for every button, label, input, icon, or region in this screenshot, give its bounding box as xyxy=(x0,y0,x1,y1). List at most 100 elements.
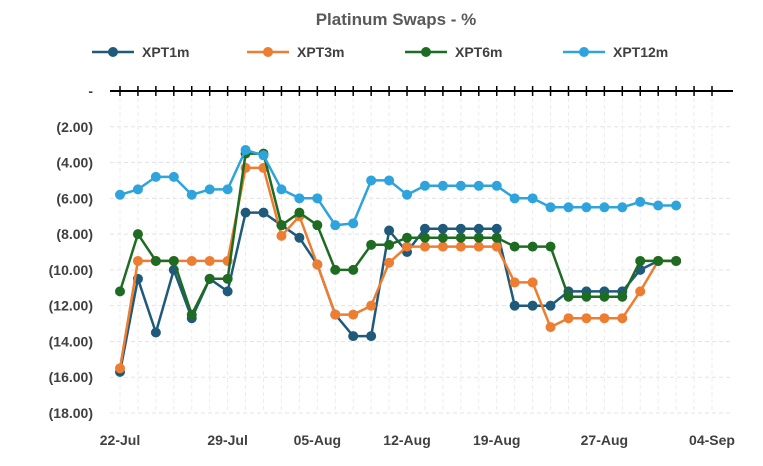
data-point xyxy=(186,255,197,266)
data-point xyxy=(330,220,341,231)
data-point xyxy=(204,255,215,266)
data-point xyxy=(384,257,395,268)
data-point xyxy=(635,196,646,207)
data-point xyxy=(366,175,377,186)
data-point xyxy=(132,255,143,266)
x-tick-label: 19-Aug xyxy=(473,432,520,448)
data-point xyxy=(276,230,287,241)
x-tick-label: 27-Aug xyxy=(581,432,628,448)
data-point xyxy=(455,241,466,252)
data-point xyxy=(455,232,466,243)
data-point xyxy=(240,207,251,218)
data-point xyxy=(527,193,538,204)
data-point xyxy=(437,223,448,234)
data-point xyxy=(437,180,448,191)
series-line xyxy=(119,148,677,227)
y-tick-label: (10.00) xyxy=(49,262,93,278)
data-point xyxy=(348,309,359,320)
legend-marker xyxy=(108,47,118,57)
data-point xyxy=(635,255,646,266)
data-point xyxy=(312,259,323,270)
data-point xyxy=(509,300,520,311)
data-point xyxy=(635,286,646,297)
data-point xyxy=(312,193,323,204)
y-tick-label: (8.00) xyxy=(56,226,93,242)
data-point xyxy=(563,291,574,302)
data-point xyxy=(419,241,430,252)
data-point xyxy=(384,239,395,250)
data-point xyxy=(473,232,484,243)
y-tick-label: (12.00) xyxy=(49,298,93,314)
legend-label: XPT3m xyxy=(297,44,344,60)
data-point xyxy=(222,286,233,297)
data-point xyxy=(581,291,592,302)
data-point xyxy=(366,300,377,311)
data-point xyxy=(348,218,359,229)
axes: - (2.00) (4.00) (6.00) (8.00) (10.00) (12.00) (… xyxy=(49,83,735,448)
data-point xyxy=(258,207,269,218)
legend-item-xpt12m: XPT12m xyxy=(563,44,668,60)
legend-marker xyxy=(579,47,589,57)
data-point xyxy=(150,255,161,266)
data-point xyxy=(186,309,197,320)
data-point xyxy=(312,220,323,231)
data-point xyxy=(150,327,161,338)
legend-item-xpt1m: XPT1m xyxy=(92,44,189,60)
y-tick-label: (6.00) xyxy=(56,190,93,206)
data-point xyxy=(581,202,592,213)
chart-title: Platinum Swaps - % xyxy=(316,10,477,29)
data-point xyxy=(545,202,556,213)
data-point xyxy=(671,200,682,211)
data-point xyxy=(384,225,395,236)
series-xpt1m xyxy=(115,207,682,377)
data-point xyxy=(168,255,179,266)
data-point xyxy=(115,286,125,297)
legend-item-xpt6m: XPT6m xyxy=(405,44,502,60)
data-point xyxy=(419,180,430,191)
series-xpt12m xyxy=(115,145,682,231)
data-point xyxy=(491,180,502,191)
legend-item-xpt3m: XPT3m xyxy=(247,44,344,60)
x-tick-label: 04-Sep xyxy=(689,432,735,448)
legend-marker xyxy=(263,47,273,57)
data-point xyxy=(455,180,466,191)
legend-label: XPT1m xyxy=(142,44,189,60)
x-tick-label: 29-Jul xyxy=(207,432,247,448)
data-point xyxy=(276,220,287,231)
data-point xyxy=(186,189,197,200)
data-point xyxy=(150,171,161,182)
data-point xyxy=(617,291,628,302)
legend-label: XPT6m xyxy=(455,44,502,60)
data-point xyxy=(581,313,592,324)
data-point xyxy=(617,313,628,324)
data-point xyxy=(599,313,610,324)
legend-marker xyxy=(421,47,431,57)
data-point xyxy=(115,189,125,200)
data-point xyxy=(509,241,520,252)
data-point xyxy=(240,145,251,156)
data-point xyxy=(276,184,287,195)
data-point xyxy=(491,241,502,252)
x-tick-label: 12-Aug xyxy=(383,432,430,448)
data-point xyxy=(294,193,305,204)
y-tick-label: (14.00) xyxy=(49,333,93,349)
data-point xyxy=(168,171,179,182)
data-point xyxy=(527,300,538,311)
x-tick-label: 05-Aug xyxy=(294,432,341,448)
gridlines xyxy=(110,91,733,414)
y-tick-label: (4.00) xyxy=(56,155,93,171)
data-point xyxy=(545,322,556,333)
data-point xyxy=(330,309,341,320)
data-point xyxy=(204,273,215,284)
data-point xyxy=(599,291,610,302)
data-point xyxy=(402,189,413,200)
legend-label: XPT12m xyxy=(613,44,668,60)
data-point xyxy=(473,223,484,234)
data-point xyxy=(366,331,377,342)
data-point xyxy=(115,363,125,374)
data-point xyxy=(527,241,538,252)
data-point xyxy=(204,184,215,195)
data-point xyxy=(294,207,305,218)
data-point xyxy=(437,232,448,243)
